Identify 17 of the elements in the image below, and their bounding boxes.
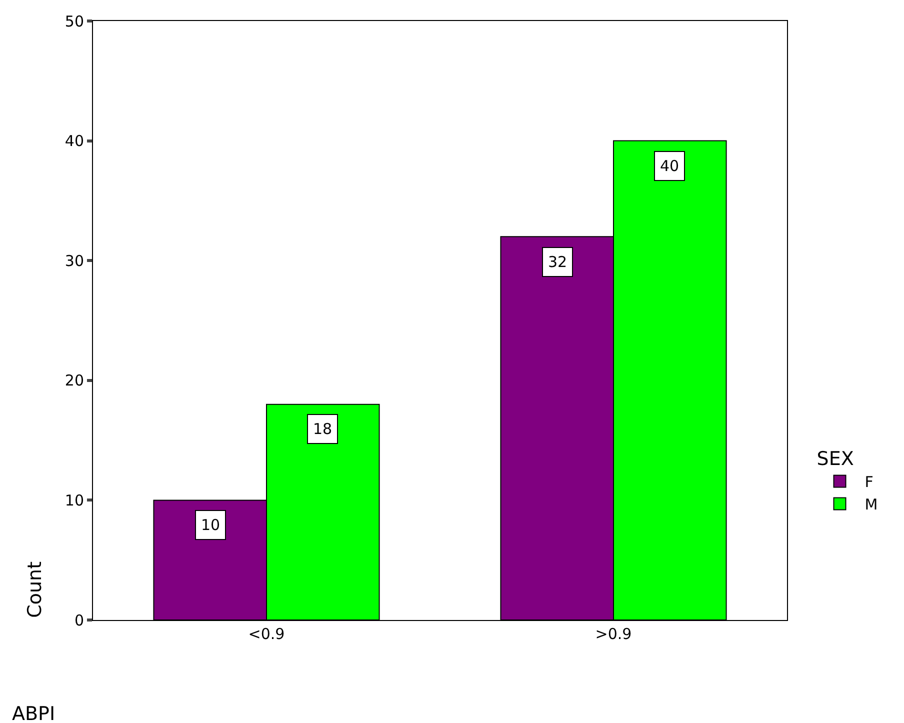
legend-label: F bbox=[864, 473, 874, 492]
y-tick-label: 30 bbox=[64, 252, 84, 270]
y-tick-label: 40 bbox=[64, 132, 84, 150]
data-label: 40 bbox=[660, 157, 680, 175]
x-tick-label: <0.9 bbox=[248, 625, 285, 643]
y-axis-title: Count bbox=[24, 561, 46, 618]
data-label: 32 bbox=[548, 253, 568, 271]
x-tick-label: >0.9 bbox=[595, 625, 632, 643]
data-label: 18 bbox=[313, 420, 332, 438]
x-axis-title: ABPI bbox=[12, 703, 56, 723]
y-tick-label: 20 bbox=[64, 372, 84, 390]
y-tick-label: 0 bbox=[74, 611, 84, 630]
data-label: 10 bbox=[201, 516, 220, 534]
y-tick-label: 10 bbox=[64, 491, 84, 510]
y-tick-label: 50 bbox=[64, 12, 84, 30]
legend-label: M bbox=[864, 496, 878, 514]
legend-title: SEX bbox=[816, 448, 854, 470]
